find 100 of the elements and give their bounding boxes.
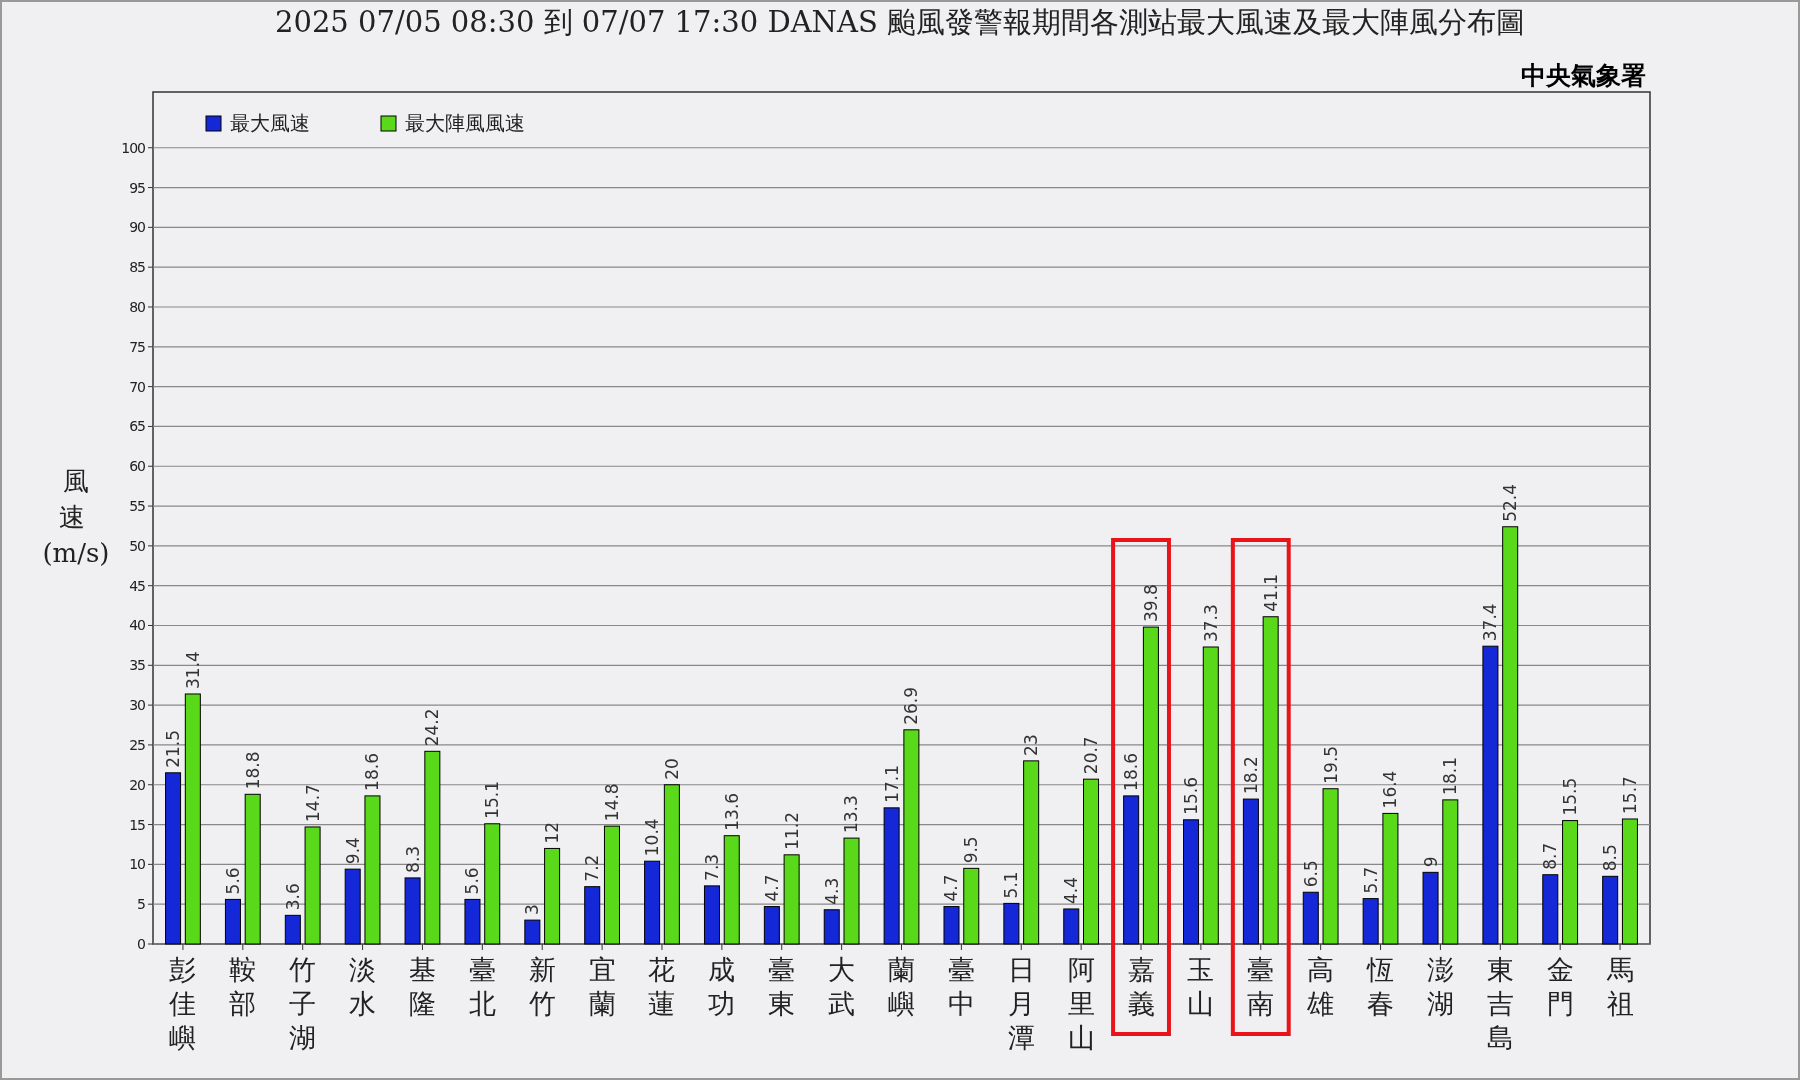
bar (1482, 645, 1499, 945)
y-tick-label: 55 (129, 498, 146, 515)
bar (165, 772, 182, 945)
data-label: 21.5 (163, 729, 184, 768)
y-tick-label: 35 (129, 657, 146, 674)
bar (244, 793, 261, 945)
bar (963, 867, 980, 945)
y-axis-title: 風速 (m/s) (42, 466, 110, 568)
bar (1142, 626, 1159, 945)
data-label: 14.8 (601, 783, 622, 822)
x-tick-label: 宜蘭 (588, 954, 616, 1019)
bar (1003, 902, 1020, 945)
data-label: 6.5 (1300, 860, 1321, 888)
data-label: 8.7 (1540, 842, 1561, 870)
x-tick-label: 阿里山 (1067, 954, 1095, 1053)
bar (224, 898, 241, 945)
chart-title: 2025 07/05 08:30 到 07/07 17:30 DANAS 颱風發警報期間各測站最大風速及最大陣風分布圖 (274, 5, 1526, 39)
bar (883, 807, 900, 945)
data-label: 18.8 (242, 751, 263, 790)
data-label: 17.1 (881, 764, 902, 803)
y-tick-label: 10 (129, 856, 146, 873)
legend-label: 最大風速 (230, 111, 310, 135)
bar (903, 729, 920, 945)
x-tick-label: 竹子湖 (289, 954, 317, 1053)
bar (1442, 799, 1459, 945)
bar (524, 919, 541, 945)
y-tick-label: 0 (137, 936, 146, 952)
text: 中央氣象署 (1521, 61, 1646, 90)
data-label: 20.7 (1081, 736, 1102, 775)
data-label: 5.6 (222, 867, 243, 895)
data-label: 16.4 (1380, 770, 1401, 809)
bar (584, 886, 601, 945)
bar (1262, 616, 1279, 945)
bar (1362, 898, 1379, 945)
data-label: 4.7 (761, 874, 782, 902)
data-label: 39.8 (1140, 584, 1161, 623)
x-tick-label: 花蓮 (648, 954, 676, 1019)
data-label: 9.5 (961, 836, 982, 864)
bar (1063, 908, 1080, 945)
data-label: 18.6 (362, 753, 383, 791)
bar (1422, 871, 1439, 945)
bar (1621, 818, 1638, 945)
data-label: 5.1 (1001, 871, 1022, 899)
data-label: 18.1 (1440, 757, 1461, 795)
x-tick-label: 恆春 (1366, 954, 1395, 1019)
data-label: 31.4 (182, 651, 203, 689)
bar (1242, 798, 1259, 945)
x-tick-label: 澎湖 (1426, 954, 1454, 1019)
bar (1562, 820, 1579, 945)
y-tick-label: 65 (129, 418, 146, 435)
data-label: 13.3 (841, 795, 862, 834)
bar (1542, 874, 1559, 945)
data-label: 4.7 (941, 874, 962, 902)
bar (823, 909, 840, 945)
x-tick-label: 彭佳嶼 (169, 954, 197, 1053)
data-label: 8.3 (402, 845, 423, 873)
bar (344, 868, 361, 945)
y-tick-label: 100 (121, 139, 146, 156)
data-label: 15.5 (1560, 777, 1581, 816)
x-tick-label: 大武 (828, 954, 856, 1019)
y-tick-label: 30 (129, 697, 146, 714)
bar (603, 825, 620, 945)
y-tick-label: 75 (129, 338, 146, 355)
x-tick-label: 臺中 (947, 954, 975, 1019)
x-tick-label: 淡水 (349, 954, 377, 1019)
x-tick-label: 嘉義 (1127, 954, 1155, 1019)
y-tick-label: 20 (129, 776, 146, 793)
bar (1322, 788, 1339, 945)
data-label: 4.4 (1061, 876, 1082, 904)
bar (284, 914, 301, 945)
data-label: 52.4 (1500, 483, 1521, 522)
data-label: 24.2 (422, 708, 443, 747)
bar (1602, 875, 1619, 945)
bar (1083, 778, 1100, 945)
x-tick-label: 新竹 (528, 954, 556, 1019)
data-label: 15.1 (482, 780, 503, 819)
y-tick-label: 5 (137, 896, 146, 913)
bar (404, 877, 421, 945)
data-label: 13.6 (721, 792, 742, 831)
bar (1183, 819, 1200, 945)
data-label: 3.6 (282, 883, 303, 911)
bar (843, 837, 860, 945)
legend-label: 最大陣風風速 (405, 111, 525, 135)
bar (644, 860, 661, 945)
bar (1123, 795, 1140, 945)
x-tick-label: 金門 (1546, 954, 1574, 1019)
data-label: 37.4 (1480, 603, 1501, 642)
bar (663, 784, 680, 945)
x-tick-label: 鞍部 (229, 954, 257, 1019)
bar (1502, 526, 1519, 945)
data-label: 10.4 (642, 818, 663, 857)
bar (763, 906, 780, 945)
x-tick-label: 玉山 (1187, 954, 1215, 1019)
data-label: 12 (542, 821, 563, 844)
data-label: 15.6 (1181, 776, 1202, 815)
x-tick-label: 臺東 (768, 954, 796, 1019)
data-label: 9.4 (342, 837, 363, 865)
data-label: 15.7 (1619, 776, 1640, 814)
y-tick-label: 90 (129, 219, 146, 236)
bar (723, 835, 740, 945)
